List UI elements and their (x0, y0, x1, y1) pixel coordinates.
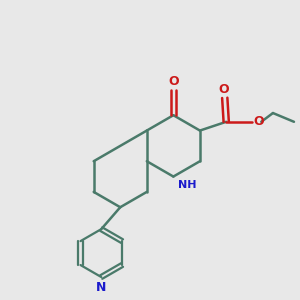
Text: O: O (218, 82, 229, 95)
Text: N: N (96, 281, 106, 294)
Text: O: O (168, 75, 179, 88)
Text: O: O (254, 115, 264, 128)
Text: NH: NH (178, 180, 196, 190)
